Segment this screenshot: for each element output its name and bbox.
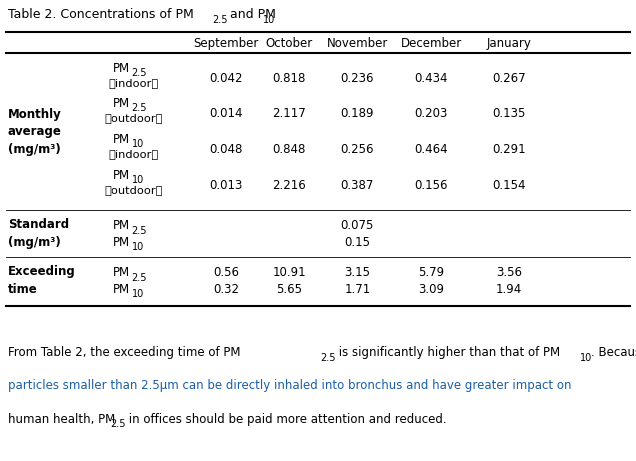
Text: PM: PM	[113, 133, 130, 146]
Text: 2.5: 2.5	[321, 353, 336, 363]
Text: Exceeding: Exceeding	[8, 266, 76, 278]
Text: 3.15: 3.15	[345, 266, 370, 279]
Text: Table 2. Concentrations of PM: Table 2. Concentrations of PM	[8, 8, 193, 21]
Text: particles smaller than 2.5μm can be directly inhaled into bronchus and have grea: particles smaller than 2.5μm can be dire…	[8, 379, 571, 392]
Text: PM: PM	[113, 219, 130, 232]
Text: 2.5: 2.5	[132, 103, 147, 113]
Text: PM: PM	[113, 169, 130, 182]
Text: PM: PM	[113, 97, 130, 110]
Text: 1.94: 1.94	[495, 283, 522, 296]
Text: 0.236: 0.236	[341, 72, 374, 85]
Text: 0.154: 0.154	[492, 179, 525, 192]
Text: 0.203: 0.203	[415, 107, 448, 120]
Text: (mg/m³): (mg/m³)	[8, 236, 60, 249]
Text: 0.135: 0.135	[492, 107, 525, 120]
Text: 2.5: 2.5	[132, 272, 147, 283]
Text: 0.56: 0.56	[213, 266, 238, 279]
Text: 0.014: 0.014	[209, 107, 242, 120]
Text: is significantly higher than that of PM: is significantly higher than that of PM	[335, 346, 560, 359]
Text: PM: PM	[113, 283, 130, 296]
Text: time: time	[8, 283, 38, 296]
Text: From Table 2, the exceeding time of PM: From Table 2, the exceeding time of PM	[8, 346, 240, 359]
Text: 10: 10	[132, 242, 144, 252]
Text: （indoor）: （indoor）	[108, 78, 159, 88]
Text: 0.042: 0.042	[209, 72, 242, 85]
Text: 0.291: 0.291	[492, 143, 525, 156]
Text: 10: 10	[580, 353, 592, 363]
Text: 0.387: 0.387	[341, 179, 374, 192]
Text: . Because: . Because	[591, 346, 636, 359]
Text: in offices should be paid more attention and reduced.: in offices should be paid more attention…	[125, 413, 446, 426]
Text: 3.56: 3.56	[496, 266, 522, 279]
Text: January: January	[487, 37, 531, 50]
Text: 0.818: 0.818	[273, 72, 306, 85]
Text: (mg/m³): (mg/m³)	[8, 143, 60, 156]
Text: November: November	[327, 37, 388, 50]
Text: 0.848: 0.848	[273, 143, 306, 156]
Text: and PM: and PM	[226, 8, 276, 21]
Text: PM: PM	[113, 266, 130, 279]
Text: December: December	[401, 37, 462, 50]
Text: 0.189: 0.189	[341, 107, 374, 120]
Text: September: September	[193, 37, 258, 50]
Text: 3.09: 3.09	[418, 283, 444, 296]
Text: 2.5: 2.5	[111, 419, 126, 429]
Text: human health, PM: human health, PM	[8, 413, 115, 426]
Text: 0.464: 0.464	[415, 143, 448, 156]
Text: 0.32: 0.32	[213, 283, 238, 296]
Text: 0.013: 0.013	[209, 179, 242, 192]
Text: 2.5: 2.5	[132, 225, 147, 236]
Text: PM: PM	[113, 236, 130, 249]
Text: 0.156: 0.156	[415, 179, 448, 192]
Text: 0.267: 0.267	[492, 72, 525, 85]
Text: 1.71: 1.71	[344, 283, 371, 296]
Text: average: average	[8, 125, 62, 138]
Text: （indoor）: （indoor）	[108, 149, 159, 159]
Text: 0.256: 0.256	[341, 143, 374, 156]
Text: 0.434: 0.434	[415, 72, 448, 85]
Text: 0.048: 0.048	[209, 143, 242, 156]
Text: 0.075: 0.075	[341, 219, 374, 232]
Text: Monthly: Monthly	[8, 108, 62, 121]
Text: 10: 10	[132, 289, 144, 299]
Text: Standard: Standard	[8, 219, 69, 231]
Text: 10: 10	[132, 175, 144, 185]
Text: 0.15: 0.15	[345, 236, 370, 249]
Text: 5.79: 5.79	[418, 266, 445, 279]
Text: （outdoor）: （outdoor）	[104, 185, 163, 195]
Text: October: October	[266, 37, 313, 50]
Text: 2.5: 2.5	[132, 68, 147, 78]
Text: 10: 10	[263, 15, 275, 25]
Text: PM: PM	[113, 62, 130, 75]
Text: 5.65: 5.65	[277, 283, 302, 296]
Text: 10.91: 10.91	[273, 266, 306, 279]
Text: 10: 10	[132, 139, 144, 149]
Text: 2.216: 2.216	[272, 179, 307, 192]
Text: 2.117: 2.117	[272, 107, 307, 120]
Text: （outdoor）: （outdoor）	[104, 113, 163, 124]
Text: 2.5: 2.5	[212, 15, 227, 25]
